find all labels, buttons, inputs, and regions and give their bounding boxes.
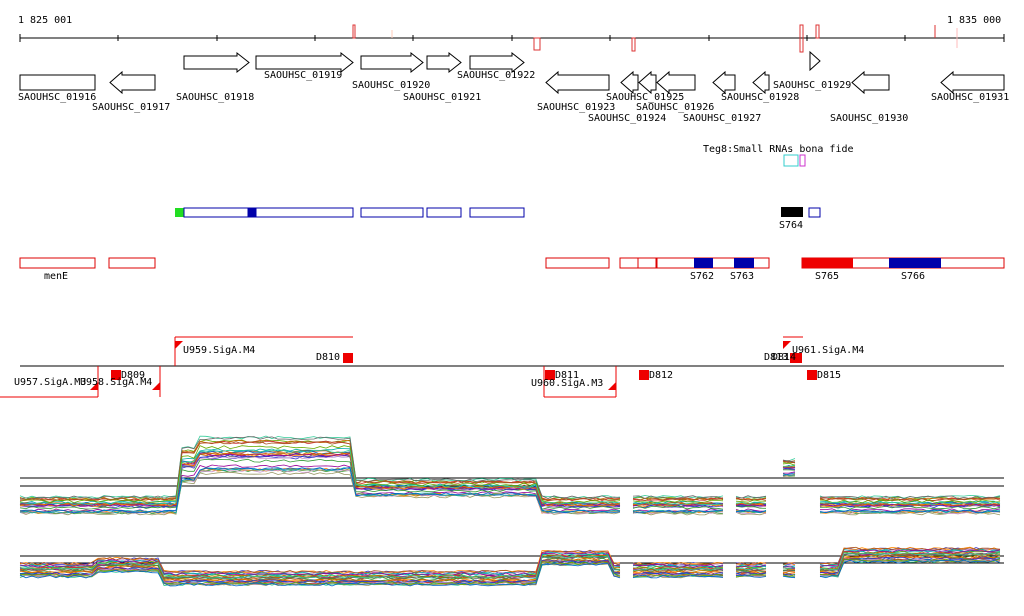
promoter-label: U958.SigA.M4 <box>80 377 152 388</box>
transcript-track <box>20 258 1004 268</box>
promoter-label: U957.SigA.M3 <box>14 377 86 388</box>
expression-trace <box>20 468 620 513</box>
feature-label: menE <box>44 271 68 282</box>
promoter-label: U960.SigA.M3 <box>531 378 603 389</box>
expression-trace <box>633 509 723 511</box>
gene <box>110 72 155 93</box>
gene <box>546 72 609 93</box>
ruler <box>20 34 1004 42</box>
gene-label: SAOUHSC_01927 <box>683 113 761 124</box>
track-label: Teg8:Small RNAs bona fide <box>703 144 854 155</box>
gene-label: SAOUHSC_01917 <box>92 102 170 113</box>
promoter-label: U961.SigA.M4 <box>792 345 864 356</box>
gene-label: SAOUHSC_01928 <box>721 92 799 103</box>
gene-label: SAOUHSC_01931 <box>931 92 1009 103</box>
gene <box>657 72 695 93</box>
gene <box>20 75 95 90</box>
gene-label: SAOUHSC_01918 <box>176 92 254 103</box>
gene <box>361 53 423 72</box>
gene <box>852 72 889 93</box>
feature-label: S766 <box>901 271 925 282</box>
feature-label: S763 <box>730 271 754 282</box>
promoter-label: U959.SigA.M4 <box>183 345 255 356</box>
expression-trace <box>783 463 795 465</box>
gene <box>184 53 249 72</box>
promoter-label: D815 <box>817 370 841 381</box>
promoter-labels: U959.SigA.M4D810U961.SigA.M4D813D814D809… <box>14 345 864 389</box>
expression-tracks <box>20 436 1004 586</box>
gene <box>810 52 820 70</box>
gene <box>941 72 1004 93</box>
promoter-label: D812 <box>649 370 673 381</box>
start-coord: 1 825 001 <box>18 15 72 26</box>
feature-label: S764 <box>779 220 803 231</box>
gene <box>427 53 461 72</box>
feature-label: S762 <box>690 271 714 282</box>
gene <box>639 72 656 93</box>
gene-label: SAOUHSC_01926 <box>636 102 714 113</box>
promoter-label: D810 <box>316 352 340 363</box>
gene-label: SAOUHSC_01929 <box>773 80 851 91</box>
feature-label: S765 <box>815 271 839 282</box>
gene <box>713 72 735 93</box>
gene <box>621 72 638 93</box>
end-coord: 1 835 000 <box>947 15 1001 26</box>
gene <box>753 72 769 93</box>
gene-label: SAOUHSC_01919 <box>264 70 342 81</box>
srna-box <box>784 155 798 166</box>
expression-trace <box>820 555 1000 572</box>
expression-trace <box>20 459 620 509</box>
gene-label: SAOUHSC_01924 <box>588 113 666 124</box>
gene-label: SAOUHSC_01921 <box>403 92 481 103</box>
srna-box <box>800 155 805 166</box>
gene-label: SAOUHSC_01922 <box>457 70 535 81</box>
promoter-label: D814 <box>772 352 796 363</box>
gene-label: SAOUHSC_01930 <box>830 113 908 124</box>
operon-track <box>175 207 820 217</box>
expression-trace <box>820 560 1000 577</box>
gene-label: SAOUHSC_01920 <box>352 80 430 91</box>
gene-label: SAOUHSC_01923 <box>537 102 615 113</box>
gene-label: SAOUHSC_01916 <box>18 92 96 103</box>
